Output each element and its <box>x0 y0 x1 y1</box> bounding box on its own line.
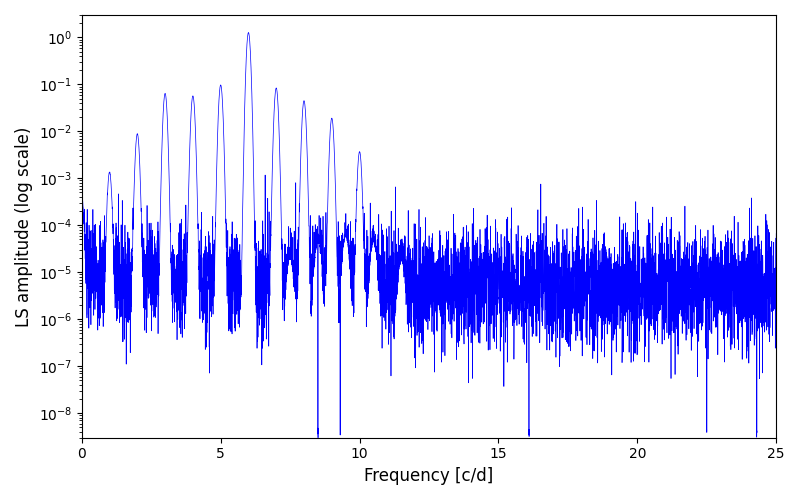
Y-axis label: LS amplitude (log scale): LS amplitude (log scale) <box>15 126 33 326</box>
X-axis label: Frequency [c/d]: Frequency [c/d] <box>364 467 494 485</box>
